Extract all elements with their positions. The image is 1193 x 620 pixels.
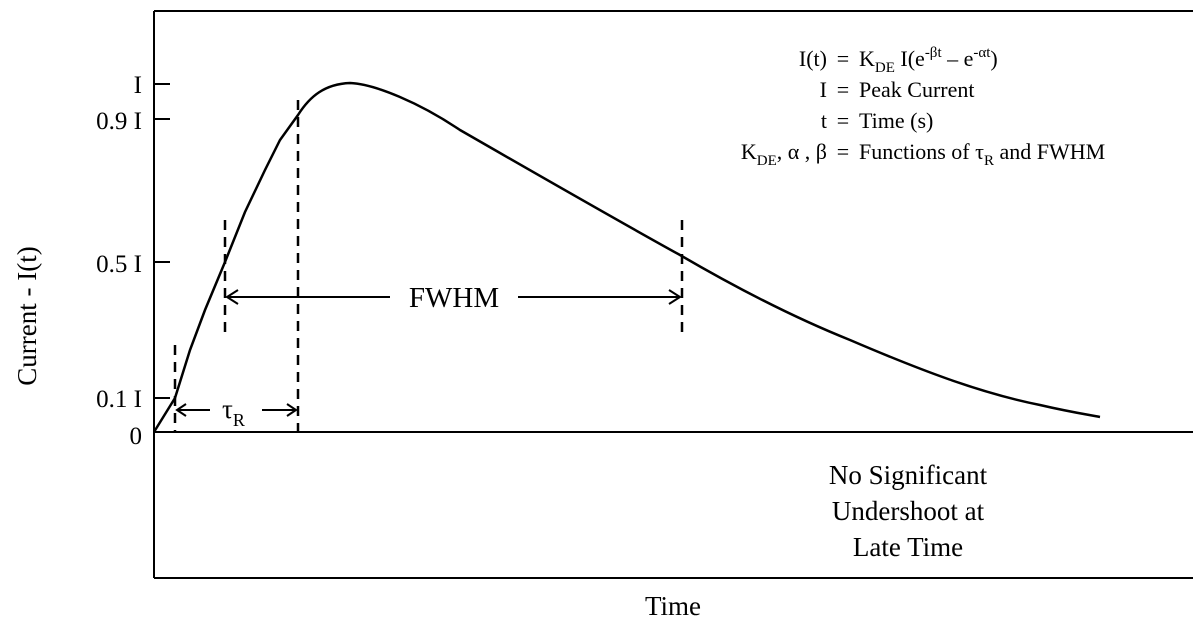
equation-4-rhs-b: and FWHM <box>994 139 1105 164</box>
dashed-markers <box>173 100 684 432</box>
equation-2-rhs: Peak Current <box>859 77 974 102</box>
equation-1-exp-beta: -βt <box>925 45 943 61</box>
equation-4-k-sub: DE <box>757 153 777 169</box>
note-line-1: No Significant <box>829 460 988 490</box>
note-line-3: Late Time <box>853 532 963 562</box>
x-axis-label: Time <box>645 591 701 620</box>
equation-4-rhs: Functions of τR and FWHM <box>859 139 1105 169</box>
equation-1-close: ) <box>990 46 997 71</box>
equations-block: I(t) = KDE I(e-βt – e-αt) I = Peak Curre… <box>741 45 1105 169</box>
fwhm-arrow-left-head <box>225 289 239 305</box>
equation-4-lhs: KDE, α , β <box>741 139 827 169</box>
equation-4-equals: = <box>837 139 849 164</box>
rise-arrow-right-head <box>286 403 298 417</box>
equation-1-k-sub: DE <box>875 60 895 76</box>
equation-4-rhs-a: Functions of τ <box>859 139 984 164</box>
fwhm-label: FWHM <box>409 282 499 314</box>
rise-time-label: τR <box>222 394 245 430</box>
rise-time-subscript: R <box>233 410 245 430</box>
equation-1-minus-e: – e <box>942 46 974 71</box>
equation-1-k: K <box>859 46 875 71</box>
equation-1-exp-alpha: -αt <box>973 45 991 61</box>
equation-1-rhs: KDE I(e-βt – e-αt) <box>859 45 998 76</box>
undershoot-note: No Significant Undershoot at Late Time <box>829 460 988 562</box>
equation-3-equals: = <box>837 108 849 133</box>
equation-4-tau-sub: R <box>984 153 994 169</box>
fwhm-arrow <box>225 289 682 305</box>
note-line-2: Undershoot at <box>832 496 985 526</box>
y-axis-label: Current - I(t) <box>12 246 42 385</box>
y-ticks <box>154 83 170 399</box>
tick-label-tenth: 0.1 I <box>96 386 142 413</box>
equation-1-equals: = <box>837 46 849 71</box>
tick-label-zero: 0 <box>130 423 143 450</box>
equation-2-equals: = <box>837 77 849 102</box>
equation-4-lhs-rest: , α , β <box>777 139 827 164</box>
tick-label-ninety: 0.9 I <box>96 108 142 135</box>
equation-1-rhs-a: I(e <box>895 46 925 71</box>
rise-time-symbol: τ <box>222 394 233 424</box>
tick-label-peak: I <box>134 72 142 99</box>
equation-1-lhs: I(t) <box>799 46 827 71</box>
current-pulse-curve <box>152 81 1101 433</box>
equation-4-k: K <box>741 139 757 164</box>
equation-3-rhs: Time (s) <box>859 108 933 133</box>
rise-arrow-left-head <box>175 403 187 417</box>
equation-3-lhs: t <box>821 108 827 133</box>
fwhm-arrow-right-head <box>668 289 682 305</box>
equation-2-lhs: I <box>820 77 827 102</box>
rise-time-arrow <box>175 403 298 417</box>
tick-label-half: 0.5 I <box>96 251 142 278</box>
